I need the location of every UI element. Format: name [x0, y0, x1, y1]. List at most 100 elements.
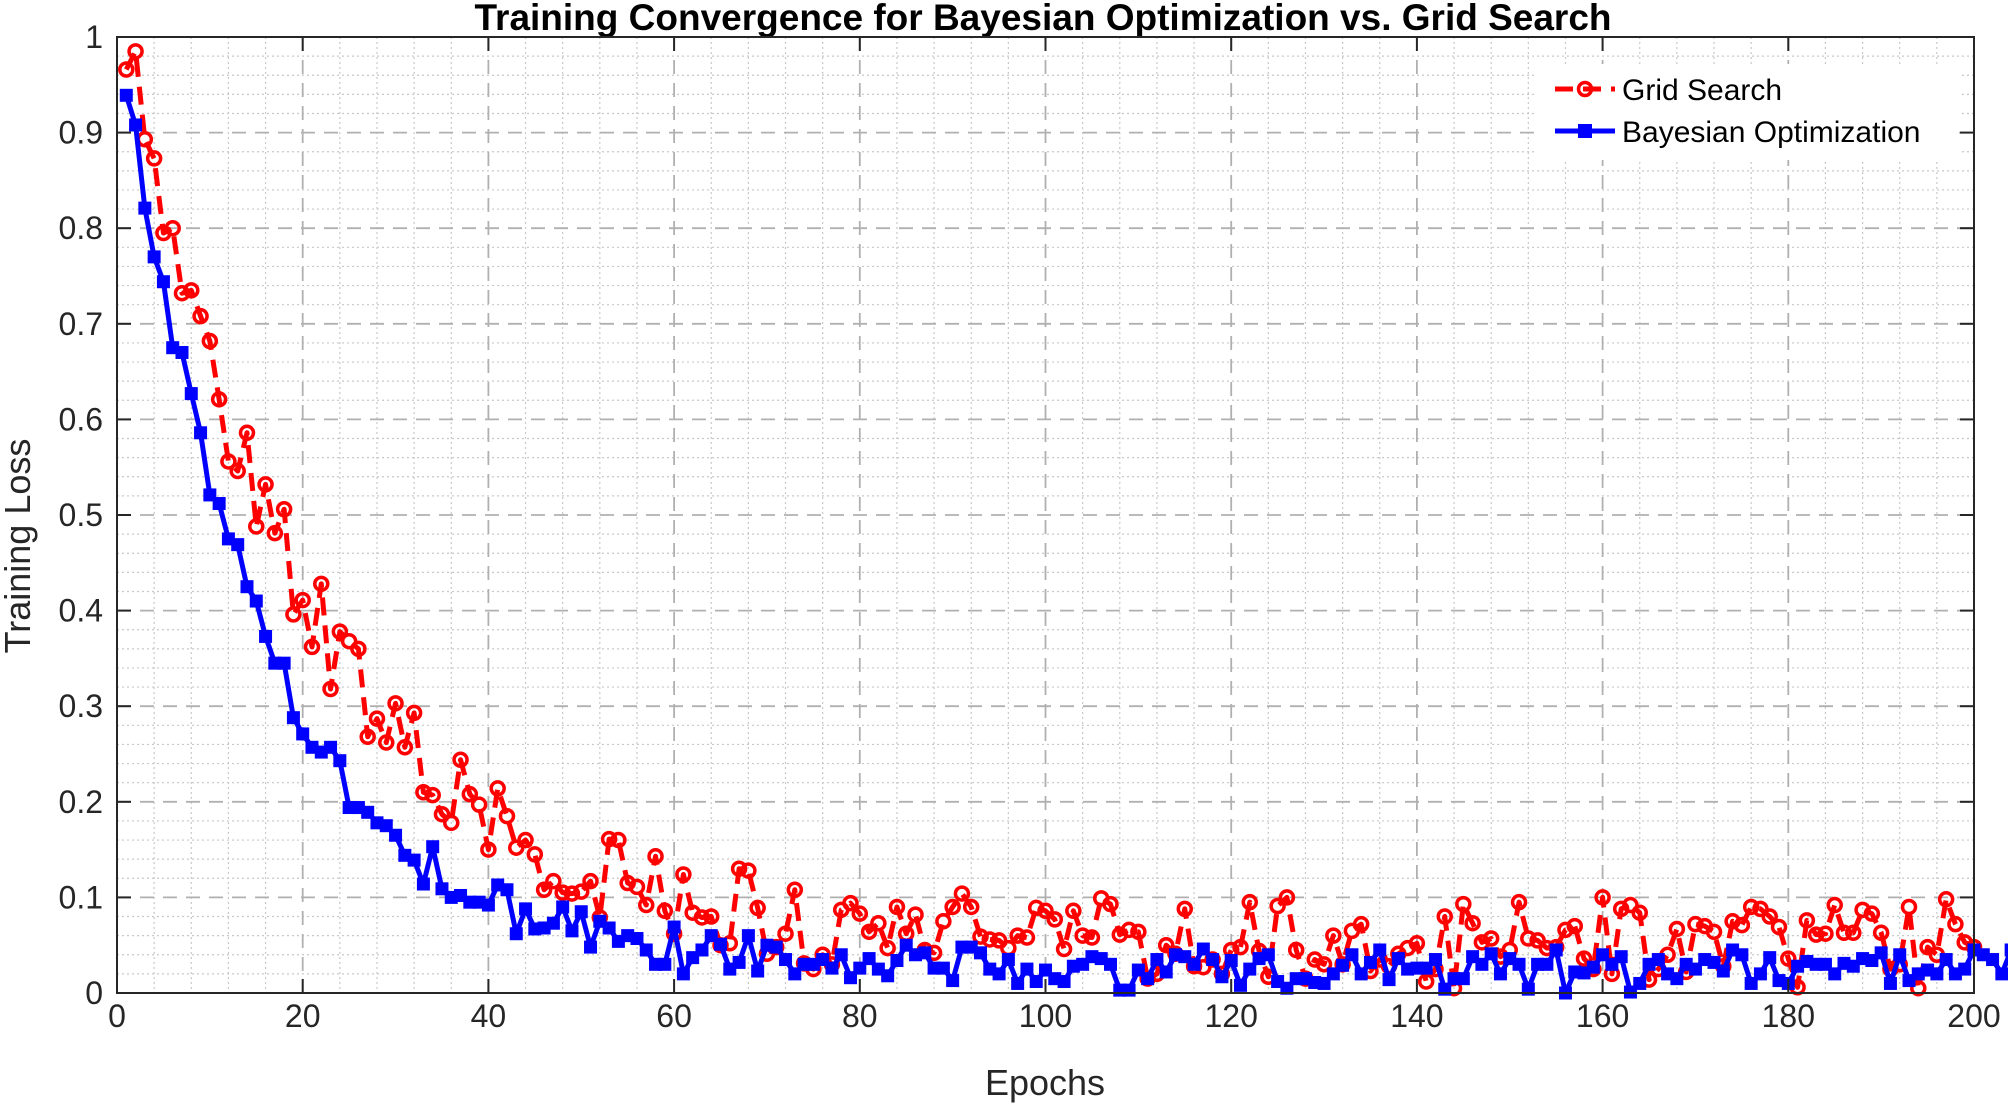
data-point-bayesian-optimization	[1029, 975, 1043, 989]
legend-item-bayesian-optimization: Bayesian Optimization	[1555, 116, 1920, 149]
data-point-grid-search	[610, 831, 627, 849]
data-point-grid-search	[1120, 921, 1138, 939]
data-point-bayesian-optimization	[751, 964, 765, 978]
data-point-bayesian-optimization	[156, 275, 170, 289]
data-point-grid-search	[554, 884, 571, 901]
data-point-grid-search	[545, 872, 562, 890]
data-point-bayesian-optimization	[500, 883, 514, 897]
data-point-grid-search	[1241, 893, 1259, 911]
data-point-bayesian-optimization	[602, 921, 616, 935]
data-point-bayesian-optimization	[1382, 973, 1396, 987]
data-point-bayesian-optimization	[1354, 967, 1368, 981]
data-point-grid-search	[1845, 924, 1862, 942]
data-point-grid-search	[1083, 929, 1101, 946]
data-point-bayesian-optimization	[1159, 965, 1173, 979]
data-point-bayesian-optimization	[1187, 957, 1201, 971]
data-point-grid-search	[1910, 979, 1927, 997]
data-point-grid-search	[981, 931, 999, 948]
data-point-grid-search	[201, 332, 219, 350]
data-point-bayesian-optimization	[175, 345, 189, 359]
data-point-grid-search	[1157, 936, 1175, 954]
y-tick-label: 0.5	[59, 497, 103, 533]
data-point-bayesian-optimization	[1215, 970, 1229, 984]
y-tick-label: 0.3	[59, 688, 103, 724]
data-point-grid-search	[275, 501, 293, 518]
data-point-bayesian-optimization	[1614, 950, 1628, 964]
data-point-bayesian-optimization	[1670, 972, 1684, 986]
data-point-grid-search	[573, 883, 590, 900]
x-tick-label: 200	[1947, 998, 2000, 1034]
data-point-bayesian-optimization	[1475, 957, 1489, 971]
y-tick-label: 0.2	[59, 784, 103, 820]
data-point-bayesian-optimization	[1243, 962, 1257, 976]
data-point-bayesian-optimization	[1122, 983, 1136, 997]
y-tick-label: 0.9	[59, 115, 103, 151]
y-tick-label: 0	[85, 975, 103, 1011]
y-tick-label: 0.1	[59, 879, 103, 915]
data-point-bayesian-optimization	[249, 594, 263, 608]
data-point-bayesian-optimization	[741, 929, 755, 943]
data-point-grid-search	[1482, 930, 1500, 947]
data-point-bayesian-optimization	[1363, 955, 1377, 969]
data-point-grid-search	[461, 785, 479, 803]
data-point-bayesian-optimization	[1874, 946, 1888, 960]
data-point-grid-search	[1780, 950, 1797, 967]
data-point-bayesian-optimization	[825, 961, 839, 975]
data-point-grid-search	[1937, 891, 1955, 908]
data-point-bayesian-optimization	[1206, 953, 1220, 967]
data-point-bayesian-optimization	[779, 953, 793, 967]
data-point-grid-search	[702, 908, 720, 925]
data-point-grid-search	[1037, 902, 1054, 920]
data-point-grid-search	[1046, 911, 1064, 928]
data-point-bayesian-optimization	[1540, 957, 1554, 971]
data-point-bayesian-optimization	[240, 580, 254, 594]
data-point-bayesian-optimization	[1651, 953, 1665, 967]
data-point-bayesian-optimization	[1428, 953, 1442, 967]
data-point-grid-search	[740, 862, 757, 879]
data-point-bayesian-optimization	[277, 656, 291, 670]
legend-item-grid-search: Grid Search	[1555, 74, 1782, 107]
data-point-bayesian-optimization	[194, 426, 208, 440]
legend-marker-bayesian-optimization	[1578, 124, 1592, 138]
data-point-bayesian-optimization	[1057, 975, 1071, 989]
data-point-bayesian-optimization	[658, 957, 672, 971]
data-point-bayesian-optimization	[565, 924, 579, 938]
data-point-grid-search	[1287, 941, 1305, 959]
data-point-bayesian-optimization	[556, 900, 570, 914]
x-tick-label: 180	[1762, 998, 1815, 1034]
data-point-grid-search	[1436, 908, 1454, 925]
data-point-grid-search	[1594, 889, 1611, 906]
x-tick-label: 40	[471, 998, 507, 1034]
data-point-grid-search	[266, 524, 284, 542]
x-tick-label: 100	[1019, 998, 1072, 1034]
data-point-grid-search	[1687, 915, 1704, 933]
data-point-bayesian-optimization	[584, 940, 598, 954]
data-point-grid-search	[526, 846, 544, 863]
data-point-grid-search	[1102, 895, 1119, 913]
data-point-grid-search	[480, 841, 497, 858]
data-point-bayesian-optimization	[333, 754, 347, 768]
data-point-grid-search	[118, 61, 135, 78]
data-point-bayesian-optimization	[1753, 967, 1767, 981]
data-point-bayesian-optimization	[1995, 967, 2008, 981]
legend-marker-grid-search	[1576, 80, 1594, 98]
data-point-grid-search	[433, 805, 451, 823]
data-point-bayesian-optimization	[212, 497, 226, 511]
y-axis-label: Training Loss	[0, 439, 38, 654]
data-point-grid-search	[1742, 898, 1760, 916]
data-point-grid-search	[489, 780, 506, 797]
data-point-grid-search	[248, 518, 265, 535]
data-point-grid-search	[313, 575, 330, 593]
x-tick-label: 0	[108, 998, 126, 1034]
data-point-bayesian-optimization	[676, 967, 690, 981]
data-point-bayesian-optimization	[1150, 953, 1164, 967]
data-point-grid-search	[1761, 908, 1778, 925]
data-point-bayesian-optimization	[481, 898, 495, 912]
data-point-bayesian-optimization	[296, 727, 310, 741]
data-point-grid-search	[1807, 926, 1825, 943]
data-point-grid-search	[1724, 913, 1741, 930]
data-point-grid-search	[350, 640, 367, 658]
data-point-bayesian-optimization	[1336, 958, 1350, 972]
minor-grid	[117, 37, 1974, 993]
data-point-grid-search	[879, 939, 896, 957]
